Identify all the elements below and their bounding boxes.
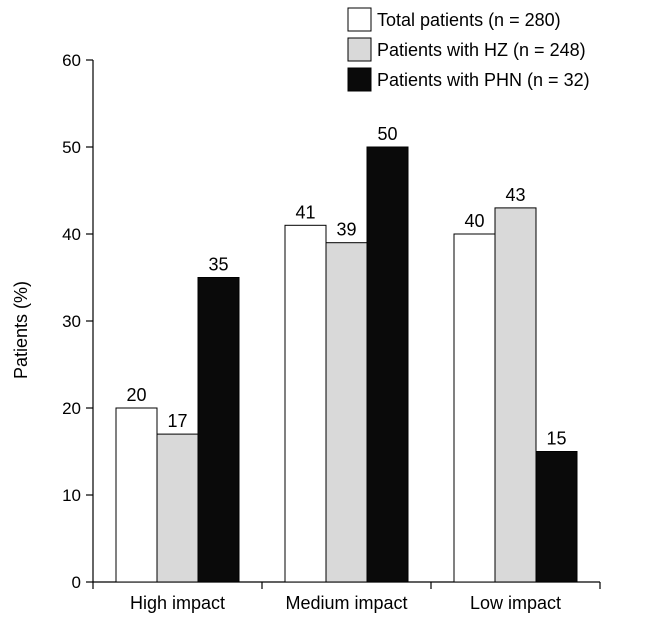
y-tick-label-30: 30 [62,312,81,331]
x-tick-label-high-impact: High impact [130,593,225,613]
bar-medium-impact-series-2 [325,242,368,583]
y-axis-title: Patients (%) [11,281,31,379]
value-label-low-impact-series-1: 40 [464,211,484,231]
bar-medium-impact-series-1 [284,224,327,583]
legend-swatch-2 [347,37,372,62]
y-tick-label-50: 50 [62,138,81,157]
x-tick-label-low-impact: Low impact [470,593,561,613]
x-tick-label-medium-impact: Medium impact [285,593,407,613]
legend-swatch-1 [347,7,372,32]
y-tick-label-0: 0 [72,573,81,592]
value-label-medium-impact-series-2: 39 [336,220,356,240]
bar-low-impact-series-3 [535,451,578,583]
value-label-low-impact-series-3: 15 [546,429,566,449]
y-tick-label-40: 40 [62,225,81,244]
legend-swatch-3 [347,67,372,92]
value-label-medium-impact-series-1: 41 [295,202,315,222]
bar-high-impact-series-2 [156,433,199,583]
value-label-high-impact-series-2: 17 [167,411,187,431]
bar-low-impact-series-2 [494,207,537,583]
legend-label-3: Patients with PHN (n = 32) [377,70,590,90]
legend: Total patients (n = 280) Patients with HZ… [347,7,590,92]
legend-label-2: Patients with HZ (n = 248) [377,40,586,60]
bar-low-impact-series-1 [453,233,496,583]
bar-medium-impact-series-3 [366,146,409,583]
legend-label-1: Total patients (n = 280) [377,10,561,30]
value-label-high-impact-series-1: 20 [126,385,146,405]
bar-high-impact-series-3 [197,277,240,583]
y-tick-label-20: 20 [62,399,81,418]
value-label-high-impact-series-3: 35 [208,255,228,275]
bar-high-impact-series-1 [115,407,158,583]
bars: 20 17 35 41 39 50 40 43 15 [115,124,578,583]
y-tick-label-10: 10 [62,486,81,505]
value-label-medium-impact-series-3: 50 [377,124,397,144]
value-label-low-impact-series-2: 43 [505,185,525,205]
y-tick-label-60: 60 [62,51,81,70]
axes: 0 10 20 30 40 50 60 High impact Medium impact Low… [62,51,601,613]
